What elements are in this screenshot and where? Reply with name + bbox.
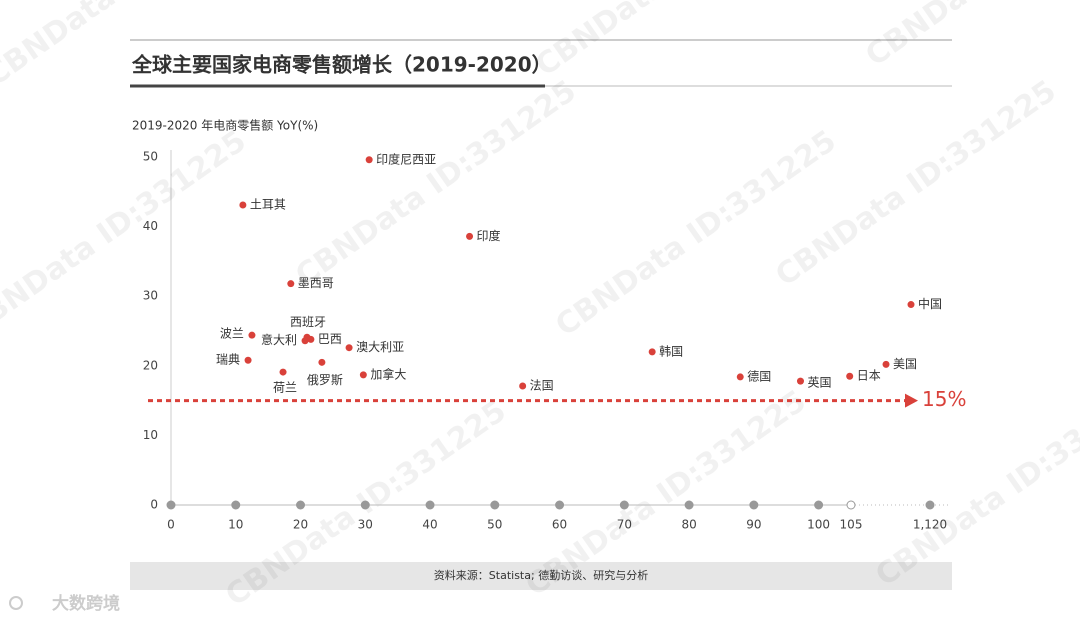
- watermark: CBNData ID:331225: [529, 0, 822, 84]
- point: [301, 337, 309, 345]
- point: [307, 335, 315, 343]
- point-label: 瑞典: [216, 353, 240, 367]
- point-label: 波兰: [220, 327, 244, 341]
- watermark: CBNData ID:331225: [869, 374, 1080, 594]
- point: [244, 356, 252, 364]
- x-tick-label: 90: [746, 518, 761, 532]
- x-tick-label: 60: [552, 518, 567, 532]
- x-tick: [425, 500, 435, 510]
- point-label: 土耳其: [250, 198, 286, 212]
- x-tick-label: 10: [228, 518, 243, 532]
- x-tick: [749, 500, 759, 510]
- point-label: 巴西: [318, 332, 342, 346]
- source-bar: [130, 562, 952, 590]
- point: [907, 301, 915, 309]
- reference-arrow: [905, 393, 918, 408]
- point-label: 澳大利亚: [356, 340, 404, 354]
- point: [736, 373, 744, 381]
- point-label: 韩国: [659, 343, 683, 358]
- point-label: 法国: [530, 378, 554, 392]
- point: [248, 331, 256, 339]
- x-tick-label: 30: [358, 518, 373, 532]
- y-tick-label: 50: [143, 150, 158, 164]
- x-tick-label: 100: [807, 518, 830, 532]
- y-tick-label: 30: [143, 289, 158, 303]
- x-tick: [166, 500, 176, 510]
- watermark: CBNData ID:331225: [859, 0, 1080, 74]
- y-tick-label: 0: [150, 498, 158, 512]
- chart-title: 全球主要国家电商零售额增长（2019-2020）: [131, 53, 552, 77]
- x-tick: [555, 500, 565, 510]
- point-label: 印度: [477, 228, 501, 243]
- source: 资料来源：Statista; 德勤访谈、研究与分析: [434, 568, 648, 582]
- x-tick-label: 0: [167, 518, 175, 532]
- x-tick-label: 80: [681, 518, 696, 532]
- x-tick: [296, 500, 306, 510]
- point: [345, 344, 353, 352]
- x-tick-label: 1,120: [913, 518, 947, 532]
- point-label: 美国: [893, 357, 917, 371]
- watermark: CBNData ID:331225: [0, 0, 273, 94]
- point: [882, 360, 890, 368]
- logo: 大数跨境: [52, 593, 120, 614]
- point-label: 荷兰: [273, 381, 297, 395]
- point-label: 墨西哥: [298, 276, 334, 290]
- logo-icon: [9, 596, 23, 610]
- watermark: CBNData ID:331225: [549, 124, 842, 344]
- point-label: 意大利: [261, 332, 297, 347]
- x-tick: [814, 500, 824, 510]
- reference-label: 15%: [922, 387, 966, 411]
- point-label: 俄罗斯: [307, 373, 343, 387]
- watermark: CBNData ID:331225: [769, 74, 1062, 294]
- point-label: 英国: [807, 376, 831, 390]
- point: [519, 382, 527, 390]
- x-tick: [360, 500, 370, 510]
- x-tick: [231, 500, 241, 510]
- y-axis-label: 2019-2020 年电商零售额 YoY(%): [132, 118, 318, 133]
- watermark: CBNData ID:331225: [289, 74, 582, 294]
- x-tick-label: 20: [293, 518, 308, 532]
- x-tick-label: 40: [422, 518, 437, 532]
- point-label: 中国: [918, 296, 942, 311]
- x-tick-label: 50: [487, 518, 502, 532]
- point: [365, 156, 373, 164]
- point: [359, 371, 367, 379]
- x-tick-label: 105: [840, 518, 863, 532]
- watermark: CBNData ID:331225: [0, 124, 253, 344]
- y-tick-label: 20: [143, 358, 158, 372]
- point-label: 印度尼西亚: [376, 151, 436, 166]
- point: [796, 377, 804, 385]
- x-tick: [684, 500, 694, 510]
- point-label: 西班牙: [290, 315, 326, 329]
- point: [846, 372, 854, 380]
- point: [318, 358, 326, 366]
- y-tick-label: 40: [143, 219, 158, 233]
- x-tick: [925, 500, 935, 510]
- x-tick-label: 70: [617, 518, 632, 532]
- point: [466, 232, 474, 240]
- point-label: 加拿大: [370, 366, 406, 381]
- x-tick: [619, 500, 629, 510]
- point-label: 德国: [747, 368, 771, 383]
- point: [648, 348, 656, 356]
- point: [239, 201, 247, 209]
- x-tick: [846, 500, 856, 510]
- y-tick-label: 10: [143, 428, 158, 442]
- x-tick: [490, 500, 500, 510]
- point: [279, 368, 287, 376]
- point-label: 日本: [857, 369, 881, 383]
- point: [287, 280, 295, 288]
